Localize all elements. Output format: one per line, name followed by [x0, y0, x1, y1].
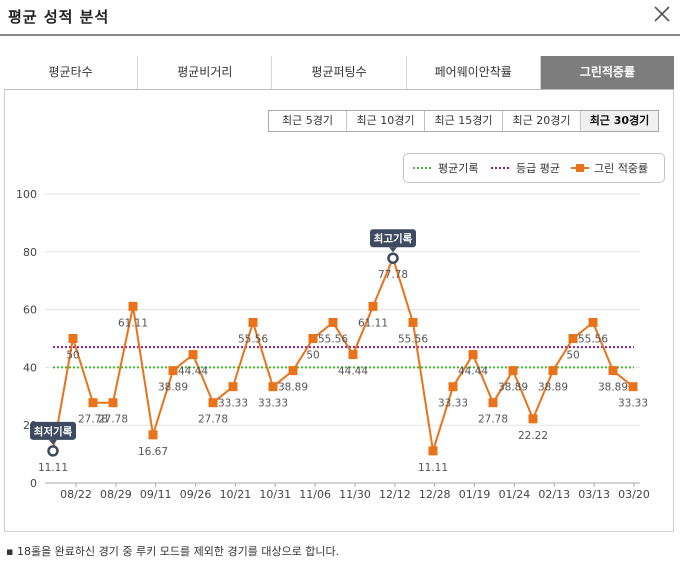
stat-tabs: 평균타수 평균비거리 평균퍼팅수 페어웨이안착률 그린적중률: [4, 56, 675, 90]
period-last-20[interactable]: 최근 20경기: [503, 111, 581, 131]
close-icon: [654, 6, 670, 22]
period-last-5[interactable]: 최근 5경기: [269, 111, 347, 131]
period-last-30[interactable]: 최근 30경기: [581, 111, 658, 131]
period-last-15[interactable]: 최근 15경기: [425, 111, 503, 131]
legend-item-avg: 평균기록: [412, 160, 478, 176]
legend-grade-swatch: [491, 167, 511, 169]
tab-fairway-hit[interactable]: 페어웨이안착률: [406, 56, 541, 89]
header-divider: [0, 34, 680, 36]
period-last-10[interactable]: 최근 10경기: [347, 111, 425, 131]
footnote-text: 18홀을 완료하신 경기 중 루키 모드를 제외한 경기를 대상으로 합니다.: [16, 545, 340, 558]
legend-item-series: 그린 적중률: [570, 160, 648, 176]
legend-avg-swatch: [413, 167, 433, 169]
legend-series-label: 그린 적중률: [594, 162, 649, 175]
tab-average-distance[interactable]: 평균비거리: [138, 56, 273, 89]
legend-avg-label: 평균기록: [438, 162, 479, 175]
legend-series-swatch: [571, 164, 589, 172]
tab-average-putts[interactable]: 평균퍼팅수: [272, 56, 407, 89]
close-button[interactable]: [652, 4, 672, 24]
chart-legend: 평균기록 등급 평균 그린 적중률: [403, 153, 665, 183]
window-header: 평균 성적 분석: [0, 0, 680, 36]
period-selector: 최근 5경기 최근 10경기 최근 15경기 최근 20경기 최근 30경기: [268, 110, 659, 132]
legend-grade-label: 등급 평균: [516, 162, 560, 175]
footnote: ▪ 18홀을 완료하신 경기 중 루키 모드를 제외한 경기를 대상으로 합니다…: [6, 545, 340, 558]
window-title: 평균 성적 분석: [8, 8, 110, 26]
legend-item-grade: 등급 평균: [490, 160, 560, 176]
tab-average-score[interactable]: 평균타수: [4, 56, 139, 89]
tab-green-in-regulation[interactable]: 그린적중률: [540, 56, 675, 89]
